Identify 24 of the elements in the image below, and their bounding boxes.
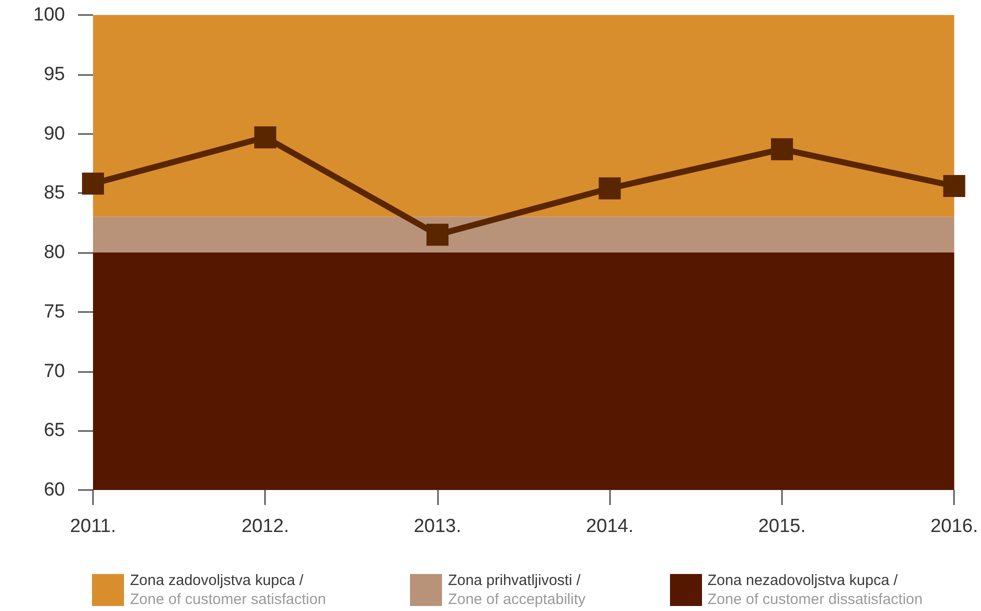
x-tick-label: 2013. bbox=[414, 516, 462, 537]
point bbox=[598, 177, 621, 200]
x-tick-label: 2011. bbox=[70, 516, 116, 537]
point bbox=[426, 224, 448, 246]
point bbox=[254, 126, 276, 148]
y-tick-label: 85 bbox=[44, 182, 65, 204]
x-tick-label: 2014. bbox=[586, 516, 634, 537]
y-tick-label: 100 bbox=[33, 4, 65, 26]
y-tick-label: 65 bbox=[44, 420, 65, 442]
legend-label: Zona zadovoljstva kupca / Zone of customer satisfaction bbox=[130, 571, 326, 609]
legend-label: Zona nezadovoljstva kupca / Zone of customer dissatisfaction bbox=[708, 571, 923, 609]
y-tick-label: 60 bbox=[44, 480, 65, 500]
y-tick-label: 75 bbox=[44, 301, 65, 322]
point bbox=[770, 138, 793, 160]
x-tick-label: 2012. bbox=[241, 516, 290, 537]
y-tick-label: 90 bbox=[44, 123, 65, 144]
x-tick-label: 2015. bbox=[758, 516, 806, 537]
legend-label: Zona prihvatljivosti / Zone of acceptability bbox=[448, 571, 586, 609]
x-tick-label: 2016. bbox=[930, 516, 978, 537]
y-tick-label: 70 bbox=[44, 360, 65, 382]
point bbox=[82, 172, 104, 195]
y-tick-label: 95 bbox=[44, 64, 65, 85]
y-tick-label: 80 bbox=[44, 242, 65, 263]
point bbox=[943, 175, 966, 197]
